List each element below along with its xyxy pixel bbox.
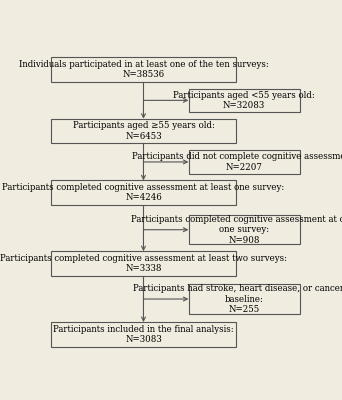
FancyBboxPatch shape xyxy=(51,180,236,205)
Text: Participants included in the final analysis:
N=3083: Participants included in the final analy… xyxy=(53,325,234,344)
Text: Participants aged <55 years old:
N=32083: Participants aged <55 years old: N=32083 xyxy=(173,91,315,110)
Text: Participants had stroke, heart disease, or cancer at
baseline:
N=255: Participants had stroke, heart disease, … xyxy=(133,284,342,314)
Text: Participants aged ≥55 years old:
N=6453: Participants aged ≥55 years old: N=6453 xyxy=(73,122,214,141)
FancyBboxPatch shape xyxy=(188,150,300,174)
FancyBboxPatch shape xyxy=(51,119,236,144)
FancyBboxPatch shape xyxy=(51,322,236,347)
FancyBboxPatch shape xyxy=(51,57,236,82)
FancyBboxPatch shape xyxy=(51,251,236,276)
FancyBboxPatch shape xyxy=(188,284,300,314)
FancyBboxPatch shape xyxy=(188,89,300,112)
FancyBboxPatch shape xyxy=(188,215,300,244)
Text: Individuals participated in at least one of the ten surveys:
N=38536: Individuals participated in at least one… xyxy=(18,60,268,79)
Text: Participants completed cognitive assessment at only
one survey:
N=908: Participants completed cognitive assessm… xyxy=(131,215,342,245)
Text: Participants completed cognitive assessment at least one survey:
N=4246: Participants completed cognitive assessm… xyxy=(2,183,285,202)
Text: Participants did not complete cognitive assessment:
N=2207: Participants did not complete cognitive … xyxy=(132,152,342,172)
Text: Participants completed cognitive assessment at least two surveys:
N=3338: Participants completed cognitive assessm… xyxy=(0,254,287,273)
